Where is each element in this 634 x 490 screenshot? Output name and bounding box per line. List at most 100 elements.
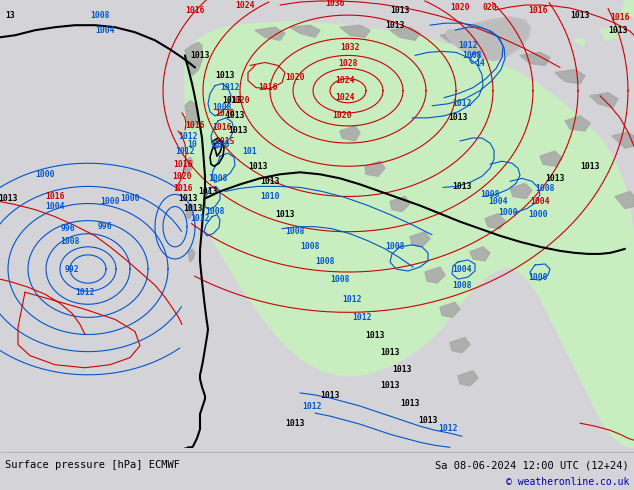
Polygon shape (446, 17, 530, 60)
Text: 1013: 1013 (178, 194, 198, 203)
Text: 10: 10 (187, 140, 197, 148)
Text: 1012: 1012 (220, 83, 240, 92)
Text: Sa 08-06-2024 12:00 UTC (12+24): Sa 08-06-2024 12:00 UTC (12+24) (436, 460, 629, 470)
Text: 1013: 1013 (225, 111, 245, 121)
Polygon shape (480, 40, 510, 53)
Text: 1008: 1008 (208, 174, 228, 183)
Text: 1013: 1013 (285, 418, 305, 428)
Text: 1013: 1013 (400, 398, 420, 408)
Text: Surface pressure [hPa] ECMWF: Surface pressure [hPa] ECMWF (5, 460, 180, 470)
Polygon shape (186, 203, 194, 219)
Polygon shape (446, 17, 530, 60)
Text: 1024: 1024 (235, 0, 255, 9)
Text: 1013: 1013 (380, 381, 400, 391)
Text: 992: 992 (65, 265, 79, 273)
Polygon shape (390, 27, 420, 40)
Text: 1008: 1008 (212, 103, 232, 112)
Polygon shape (565, 116, 590, 131)
Text: 1012: 1012 (458, 41, 478, 50)
Text: 1016: 1016 (173, 184, 193, 193)
Text: 14: 14 (475, 59, 485, 68)
Text: 1016: 1016 (212, 123, 232, 132)
Text: 1008: 1008 (330, 274, 350, 284)
Text: 1013: 1013 (365, 331, 385, 340)
Text: 1000: 1000 (528, 210, 548, 219)
Polygon shape (340, 126, 360, 141)
Text: 1013: 1013 (452, 182, 472, 191)
Text: 1013: 1013 (190, 51, 210, 60)
Text: 1015: 1015 (216, 137, 235, 146)
Text: 1012: 1012 (190, 214, 210, 223)
Polygon shape (520, 52, 550, 66)
Text: 1004: 1004 (45, 202, 65, 211)
Polygon shape (485, 214, 505, 229)
Text: 1008: 1008 (285, 227, 305, 236)
Text: 1013: 1013 (0, 194, 18, 203)
Text: 1008: 1008 (462, 51, 482, 60)
Text: 1013: 1013 (448, 113, 468, 122)
Text: 1004: 1004 (95, 26, 115, 35)
Text: 1012: 1012 (452, 99, 472, 108)
Text: 1012: 1012 (175, 147, 195, 156)
Text: 1036: 1036 (325, 0, 345, 7)
Text: 1008: 1008 (60, 237, 80, 246)
Text: 020: 020 (482, 2, 497, 12)
Text: 1013: 1013 (392, 365, 411, 374)
Polygon shape (540, 151, 562, 166)
Polygon shape (290, 25, 320, 37)
Text: 1016: 1016 (258, 83, 278, 92)
Polygon shape (458, 371, 478, 386)
Polygon shape (255, 27, 285, 40)
Text: 1016: 1016 (528, 5, 548, 15)
Text: 1013: 1013 (608, 26, 628, 35)
Text: 1000: 1000 (528, 272, 548, 282)
Text: 1008: 1008 (301, 243, 320, 251)
Text: 1013: 1013 (249, 162, 268, 171)
Text: 1008: 1008 (480, 190, 500, 199)
Text: 13: 13 (5, 11, 15, 20)
Text: 1004: 1004 (452, 265, 472, 273)
Polygon shape (410, 232, 430, 247)
Polygon shape (185, 157, 193, 174)
Text: 1020: 1020 (332, 111, 352, 121)
Text: 1016: 1016 (173, 160, 193, 169)
Text: 1020: 1020 (285, 73, 305, 82)
Text: 1008: 1008 (315, 257, 335, 267)
Polygon shape (340, 25, 370, 37)
Text: 1028: 1028 (339, 59, 358, 68)
Text: 1013: 1013 (418, 416, 437, 425)
Text: 1013: 1013 (545, 174, 565, 183)
Text: 1013: 1013 (223, 96, 242, 105)
Text: 1016: 1016 (185, 122, 205, 130)
Text: 1013: 1013 (580, 162, 600, 171)
Text: 1000: 1000 (36, 170, 55, 179)
Text: 1013: 1013 (198, 187, 217, 196)
Polygon shape (365, 161, 385, 176)
Polygon shape (612, 132, 634, 148)
Text: 1000: 1000 (100, 197, 120, 206)
Polygon shape (185, 42, 202, 75)
Polygon shape (440, 302, 460, 318)
Text: 1013: 1013 (391, 5, 410, 15)
Text: 1013: 1013 (228, 126, 248, 135)
Text: 996: 996 (98, 222, 112, 231)
Text: © weatheronline.co.uk: © weatheronline.co.uk (506, 477, 629, 487)
Polygon shape (440, 32, 470, 46)
Text: 1013: 1013 (385, 21, 404, 30)
Text: 1013: 1013 (183, 204, 203, 213)
Polygon shape (425, 267, 445, 283)
Text: 1012: 1012 (178, 131, 198, 141)
Text: 101: 101 (243, 147, 257, 156)
Text: 1012: 1012 (342, 295, 362, 304)
Text: 1012: 1012 (438, 424, 458, 433)
Text: 1020: 1020 (230, 96, 250, 105)
Polygon shape (555, 70, 585, 84)
Text: 1008: 1008 (210, 140, 230, 148)
Text: 1013: 1013 (570, 11, 590, 20)
Polygon shape (575, 38, 585, 47)
Text: 1013: 1013 (320, 392, 340, 400)
Polygon shape (590, 93, 618, 108)
Text: 1012: 1012 (353, 313, 372, 322)
Polygon shape (185, 22, 634, 448)
Text: 996: 996 (61, 224, 75, 233)
